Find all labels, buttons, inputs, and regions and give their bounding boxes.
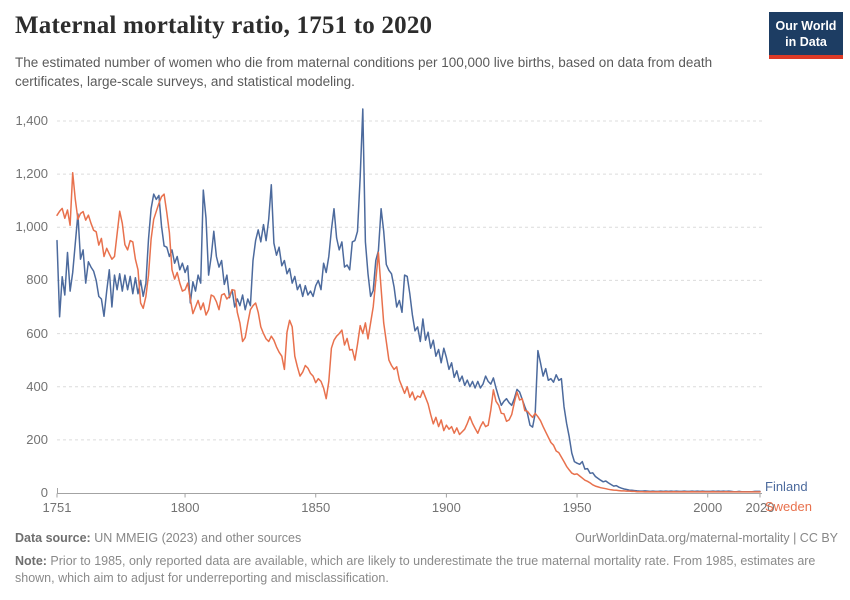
data-source-text: Data source: UN MMEIG (2023) and other s…: [15, 531, 301, 545]
x-axis-tick-label: 1751: [42, 500, 72, 515]
x-axis-tick-label: 1800: [170, 500, 200, 515]
footnote-label: Note:: [15, 554, 47, 568]
y-axis-tick-label: 1,000: [15, 219, 48, 235]
y-axis-tick-label: 800: [26, 272, 48, 288]
y-axis-tick-label: 0: [40, 485, 48, 500]
y-axis-tick-label: 400: [26, 378, 48, 394]
y-axis-tick-label: 1,200: [15, 166, 48, 182]
y-axis-tick-label: 600: [26, 325, 48, 341]
x-axis-tick-label: 2020: [745, 500, 775, 515]
owid-logo: Our World in Data: [769, 12, 843, 59]
y-axis-tick-label: 200: [26, 431, 48, 447]
footnote: Note: Prior to 1985, only reported data …: [15, 553, 839, 587]
x-axis-tick-label: 2000: [693, 500, 723, 515]
x-axis-tick-label: 1950: [562, 500, 592, 515]
x-axis-tick-label: 1900: [431, 500, 461, 515]
data-source-label: Data source:: [15, 531, 91, 545]
y-axis-tick-label: 1,400: [15, 113, 48, 128]
footnote-text: Prior to 1985, only reported data are av…: [15, 554, 816, 585]
footer: Data source: UN MMEIG (2023) and other s…: [15, 531, 838, 545]
page-title: Maternal mortality ratio, 1751 to 2020: [15, 12, 433, 39]
data-source-value: UN MMEIG (2023) and other sources: [90, 531, 302, 545]
owid-logo-line2: in Data: [785, 35, 827, 49]
owid-url-link[interactable]: OurWorldinData.org/maternal-mortality | …: [575, 531, 838, 545]
legend-label-sweden[interactable]: Sweden: [765, 499, 812, 514]
chart-subtitle: The estimated number of women who die fr…: [15, 55, 713, 89]
x-axis-tick-label: 1850: [301, 500, 331, 515]
owid-logo-line1: Our World: [775, 19, 837, 33]
legend-label-finland[interactable]: Finland: [765, 479, 808, 494]
